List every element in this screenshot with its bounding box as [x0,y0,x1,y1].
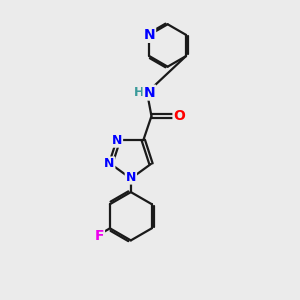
Text: N: N [104,158,114,170]
Text: N: N [112,134,122,147]
Text: F: F [94,229,104,243]
Text: N: N [144,85,155,100]
Text: O: O [173,109,185,123]
Text: H: H [134,86,144,99]
Text: N: N [126,171,136,184]
Text: N: N [143,28,155,42]
